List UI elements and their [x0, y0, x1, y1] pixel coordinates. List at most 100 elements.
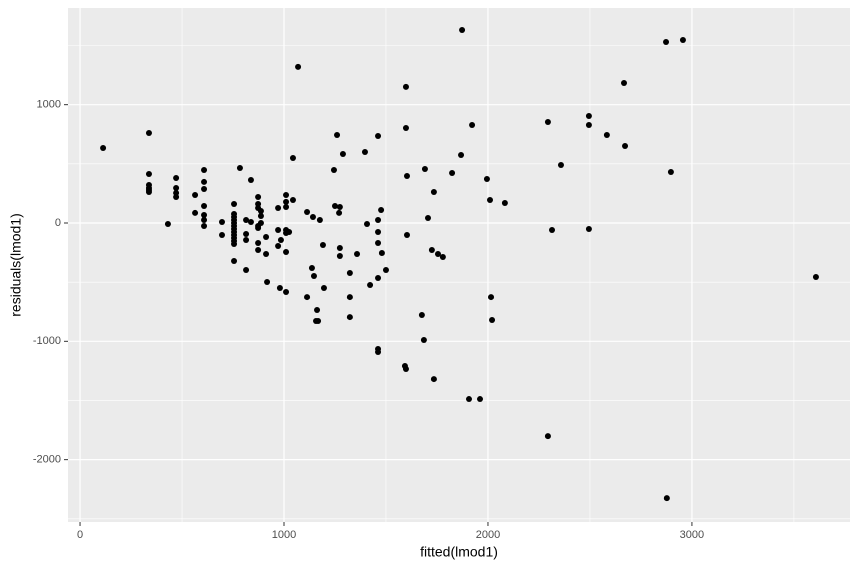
point [402, 83, 409, 90]
point [319, 242, 326, 249]
point [420, 337, 427, 344]
point [501, 199, 508, 206]
point [434, 250, 441, 257]
point [173, 193, 180, 200]
point [585, 226, 592, 233]
point [336, 253, 343, 260]
point [283, 198, 290, 205]
point [375, 133, 382, 140]
point [585, 122, 592, 129]
point [663, 38, 670, 45]
point [544, 433, 551, 440]
point [192, 191, 199, 198]
x-tick-label: 2000 [476, 529, 500, 541]
point [354, 250, 361, 257]
point [361, 149, 368, 156]
point [243, 230, 250, 237]
point [663, 495, 670, 502]
point [316, 217, 323, 224]
point [334, 131, 341, 138]
point [201, 202, 208, 209]
point [308, 264, 315, 271]
point [430, 188, 437, 195]
point [173, 184, 180, 191]
point [418, 312, 425, 319]
point [375, 228, 382, 235]
point [330, 166, 337, 173]
point [218, 231, 225, 238]
point [375, 275, 382, 282]
point [263, 250, 270, 257]
point [257, 208, 264, 215]
point [336, 204, 343, 211]
point [428, 246, 435, 253]
point [263, 233, 270, 240]
point [378, 250, 385, 257]
point [243, 237, 250, 244]
point [310, 273, 317, 280]
point [336, 244, 343, 251]
point [231, 200, 238, 207]
point [201, 186, 208, 193]
point [100, 144, 107, 151]
x-tick-label: 1000 [272, 529, 296, 541]
point [621, 80, 628, 87]
point [164, 220, 171, 227]
point [812, 273, 819, 280]
point [255, 224, 262, 231]
point [304, 208, 311, 215]
x-tick-label: 0 [77, 529, 83, 541]
point [145, 171, 152, 178]
point [421, 166, 428, 173]
point [364, 220, 371, 227]
point [403, 173, 410, 180]
panel [68, 8, 850, 522]
point [255, 246, 262, 253]
point [346, 314, 353, 321]
point [264, 279, 271, 286]
point [231, 257, 238, 264]
y-tick-label: 1000 [37, 99, 61, 111]
point [549, 226, 556, 233]
point [375, 239, 382, 246]
point [469, 122, 476, 129]
y-tick-label: -2000 [33, 454, 61, 466]
point [378, 206, 385, 213]
point [257, 219, 264, 226]
point [622, 142, 629, 149]
point [477, 396, 484, 403]
point [439, 253, 446, 260]
point [201, 222, 208, 229]
point [247, 177, 254, 184]
point [367, 281, 374, 288]
point [309, 213, 316, 220]
point [255, 193, 262, 200]
point [375, 348, 382, 355]
point [243, 217, 250, 224]
point [277, 237, 284, 244]
point [403, 231, 410, 238]
point [382, 266, 389, 273]
y-tick-label: -1000 [33, 335, 61, 347]
point [331, 202, 338, 209]
point [585, 113, 592, 120]
point [201, 211, 208, 218]
y-axis-title: residuals(lmod1) [8, 213, 24, 316]
point [603, 131, 610, 138]
point [289, 197, 296, 204]
point [487, 197, 494, 204]
point [346, 270, 353, 277]
point [276, 284, 283, 291]
point [283, 288, 290, 295]
point [544, 118, 551, 125]
point [483, 175, 490, 182]
point [402, 366, 409, 373]
point [459, 27, 466, 34]
point [375, 217, 382, 224]
point [201, 217, 208, 224]
point [557, 162, 564, 169]
point [430, 376, 437, 383]
point [257, 213, 264, 220]
point [236, 164, 243, 171]
x-axis-title: fitted(lmod1) [420, 544, 498, 560]
